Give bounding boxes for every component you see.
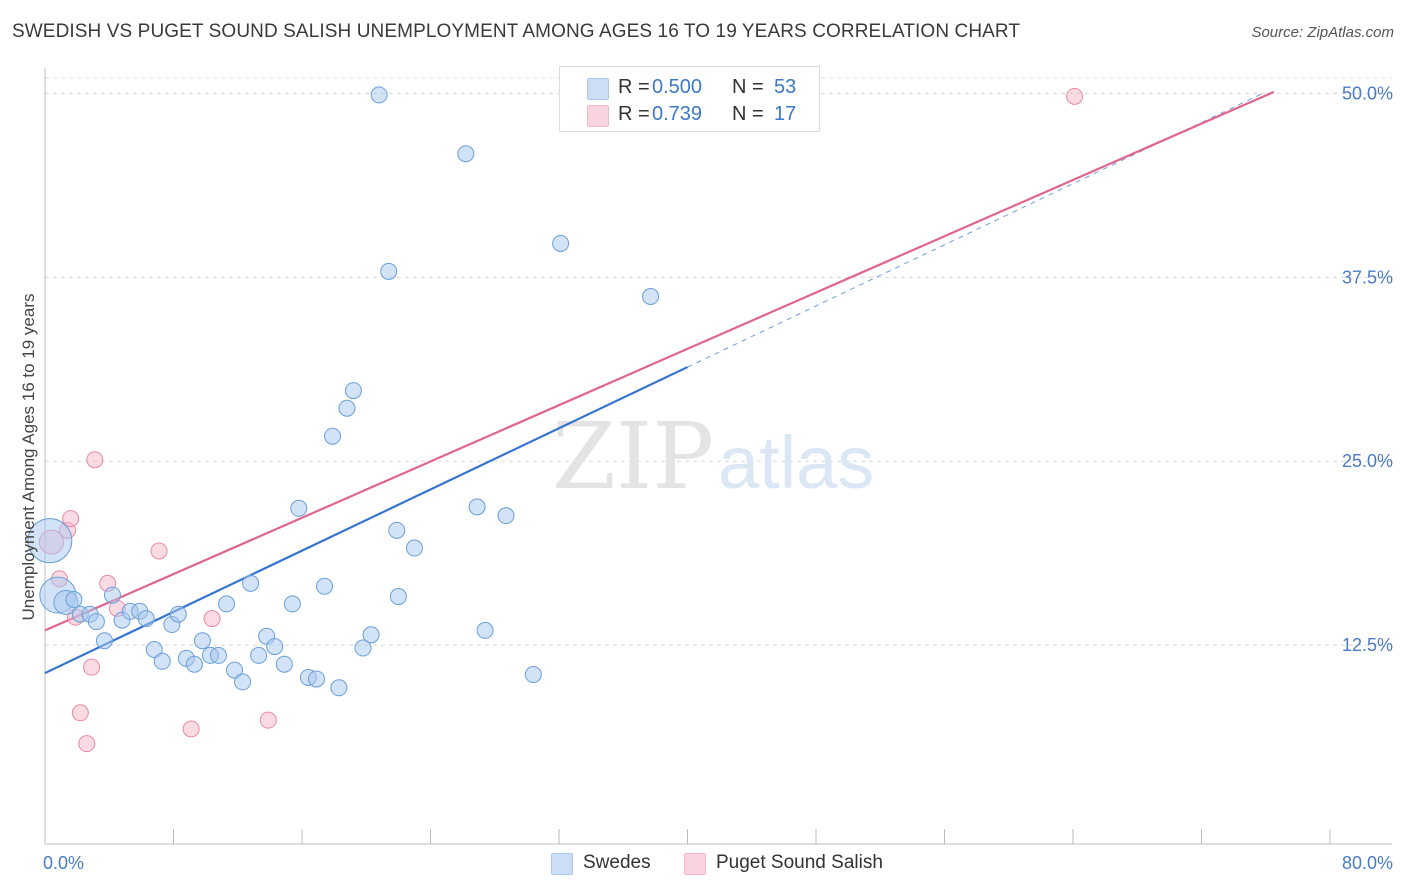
- data-point-swedes: [275, 655, 293, 673]
- r-label: R =: [618, 103, 650, 125]
- data-point-swedes: [250, 646, 268, 664]
- data-point-swedes: [330, 679, 348, 697]
- watermark: ZIP atlas: [552, 403, 874, 510]
- data-point-swedes: [95, 632, 113, 650]
- data-point-swedes: [338, 399, 356, 417]
- label-layer: 12.5% 25.0% 37.5% 50.0% 0.0% 80.0%: [43, 83, 1393, 873]
- x-tick-label: 80.0%: [1342, 853, 1393, 873]
- data-point-swedes: [362, 626, 380, 644]
- data-point-salish: [259, 711, 277, 729]
- data-point-swedes: [388, 521, 406, 539]
- data-point-swedes: [169, 605, 187, 623]
- data-point-swedes: [27, 518, 73, 564]
- n-value: 53: [774, 76, 797, 98]
- data-point-swedes: [457, 145, 475, 163]
- series-legend: Swedes Puget Sound Salish: [0, 852, 1406, 878]
- r-value: 0.739: [652, 103, 703, 125]
- y-tick-label: 25.0%: [1342, 451, 1393, 471]
- r-label: R =: [618, 76, 650, 98]
- watermark-zip: ZIP: [552, 403, 714, 510]
- data-point-swedes: [380, 262, 398, 280]
- data-point-swedes: [552, 234, 570, 252]
- y-axis-label: Unemployment Among Ages 16 to 19 years: [19, 294, 38, 621]
- data-point-swedes: [234, 673, 252, 691]
- data-point-swedes: [266, 638, 284, 656]
- data-point-swedes: [242, 574, 260, 592]
- data-point-swedes: [87, 613, 105, 631]
- points-layer: [27, 86, 1084, 753]
- data-point-swedes: [405, 539, 423, 557]
- n-label: N =: [732, 103, 764, 125]
- data-point-salish: [83, 658, 101, 676]
- trend-line-swedes: [44, 366, 688, 675]
- legend-label-swedes: Swedes: [583, 852, 651, 873]
- data-point-swedes: [315, 577, 333, 595]
- data-point-swedes: [389, 588, 407, 606]
- data-point-swedes: [65, 591, 83, 608]
- data-point-swedes: [185, 655, 203, 673]
- trend-layer: [44, 90, 1275, 675]
- data-point-swedes: [290, 499, 308, 517]
- data-point-salish: [71, 704, 89, 722]
- n-label: N =: [732, 76, 764, 98]
- data-point-salish: [203, 610, 221, 628]
- n-value: 17: [774, 103, 797, 125]
- data-point-swedes: [218, 595, 236, 613]
- chart-title: SWEDISH VS PUGET SOUND SALISH UNEMPLOYME…: [12, 21, 1021, 42]
- grid-layer: [45, 77, 1392, 646]
- data-point-swedes: [283, 595, 301, 613]
- data-point-swedes: [468, 498, 486, 516]
- stats-legend: R = 0.500 N = 53 R = 0.739 N = 17: [559, 66, 820, 132]
- watermark-atlas: atlas: [718, 421, 874, 504]
- legend-swatch-swedes: [551, 853, 573, 875]
- axis-layer: [44, 68, 1392, 845]
- data-point-salish: [182, 720, 200, 738]
- data-point-salish: [150, 542, 168, 560]
- data-point-swedes: [354, 639, 372, 657]
- data-point-salish: [62, 510, 80, 528]
- data-point-salish: [86, 451, 104, 469]
- r-value: 0.500: [652, 76, 703, 98]
- trend-line-salish: [44, 90, 1275, 632]
- legend-swatch-swedes: [587, 78, 609, 100]
- data-point-swedes: [103, 586, 121, 604]
- source-credit: Source: ZipAtlas.com: [1251, 24, 1394, 41]
- data-point-swedes: [497, 507, 515, 525]
- legend-row-salish: R = 0.739 N = 17: [560, 103, 819, 129]
- y-tick-label: 12.5%: [1342, 635, 1393, 655]
- y-tick-label: 37.5%: [1342, 267, 1393, 287]
- data-point-swedes: [307, 670, 325, 688]
- data-point-swedes: [226, 661, 244, 679]
- data-point-swedes: [370, 86, 388, 104]
- legend-label-salish: Puget Sound Salish: [716, 852, 883, 873]
- legend-swatch-salish: [587, 105, 609, 127]
- data-point-swedes: [642, 287, 660, 305]
- legend-row-swedes: R = 0.500 N = 53: [560, 76, 819, 102]
- data-point-swedes: [324, 427, 342, 445]
- data-point-swedes: [476, 621, 494, 639]
- data-point-swedes: [193, 632, 211, 650]
- data-point-swedes: [344, 382, 362, 400]
- x-tick-label: 0.0%: [43, 853, 84, 873]
- data-point-swedes: [524, 666, 542, 684]
- data-point-swedes: [145, 641, 163, 659]
- data-point-swedes: [209, 646, 227, 664]
- data-point-swedes: [153, 652, 171, 670]
- data-point-salish: [78, 735, 96, 753]
- data-point-salish: [1066, 87, 1084, 105]
- legend-swatch-salish: [684, 853, 706, 875]
- data-point-swedes: [137, 610, 155, 628]
- y-tick-label: 50.0%: [1342, 83, 1393, 103]
